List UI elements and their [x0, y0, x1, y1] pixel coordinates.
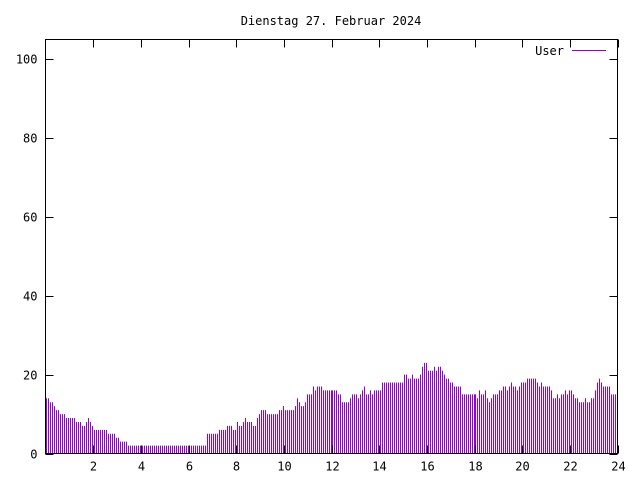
legend-label: User — [535, 44, 564, 58]
x-tick-label: 18 — [468, 460, 482, 474]
x-tick-label: 4 — [138, 460, 145, 474]
chart-title: Dienstag 27. Februar 2024 — [241, 14, 422, 28]
y-tick-label: 80 — [23, 132, 37, 146]
x-tick-label: 10 — [277, 460, 291, 474]
y-tick-label: 100 — [16, 53, 38, 67]
y-axis: 0 20 40 60 80 100 — [16, 53, 618, 462]
y-tick-label: 40 — [23, 290, 37, 304]
x-tick-label: 20 — [515, 460, 529, 474]
x-tick-label: 12 — [325, 460, 339, 474]
x-tick-label: 16 — [420, 460, 434, 474]
plot-frame — [45, 39, 618, 454]
x-tick-label: 24 — [611, 460, 625, 474]
series-bars — [46, 362, 618, 454]
x-tick-label: 6 — [186, 460, 193, 474]
y-tick-label: 0 — [30, 448, 37, 462]
x-tick-label: 14 — [372, 460, 386, 474]
y-tick-label: 60 — [23, 211, 37, 225]
x-tick-label: 8 — [233, 460, 240, 474]
x-tick-label: 22 — [563, 460, 577, 474]
x-tick-label: 2 — [90, 460, 97, 474]
legend: User — [535, 44, 606, 58]
x-axis: 2 4 6 8 10 12 14 16 18 20 22 24 — [90, 39, 626, 474]
y-tick-label: 20 — [23, 369, 37, 383]
